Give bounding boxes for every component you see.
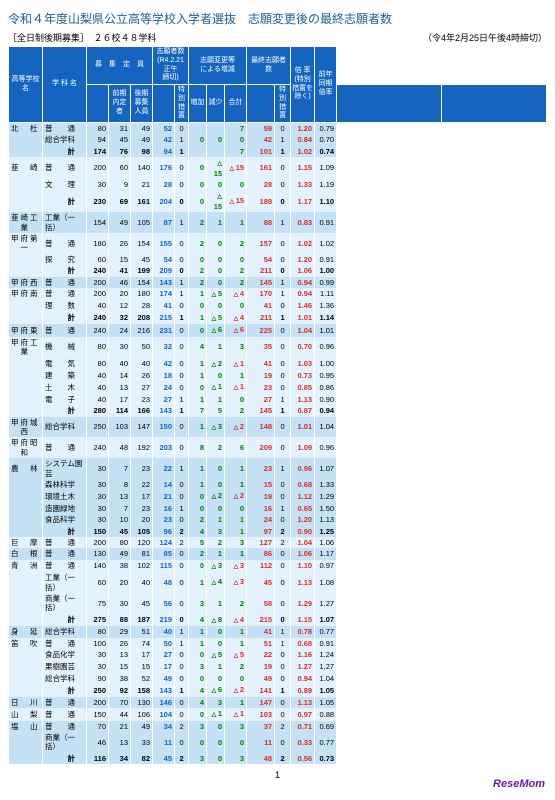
table-row: 身 延総合学科8029514011014110.780.77 [9,626,547,637]
table-row: 日 川普 通20070130146043114701.131.05 [9,697,547,708]
page-number: 1 [8,770,547,780]
table-row: 山 梨普 通15044106104001110300.970.88 [9,708,547,721]
table-row: 文 理309212800002801.331.19 [9,179,547,190]
table-row: 食品化学3013172700552201.161.24 [9,649,547,662]
table-row: 土 木4013272400112300.850.86 [9,381,547,394]
table-row: 甲府昭和普 通24048192203082620901.090.96 [9,437,547,458]
table-row: 計150451059624319720.901.25 [9,526,547,537]
table-row: 総合学科9038524900004900.941.04 [9,673,547,684]
table-row: 電 子4017232711102711.130.90 [9,394,547,405]
table-row: 塩 山普 通7021493423033720.710.69 [9,721,547,732]
table-row: 北 杜普 通80314952075901.200.79 [9,123,547,135]
table-row: 甲府工業機 械8030503204133500.700.96 [9,337,547,358]
table-row: 甲府南普 通20020180174115417010.941.11 [9,288,547,301]
table-row: 甲府東普 通24024216231006622501.041.01 [9,324,547,337]
page-title: 令和４年度山梨県公立高等学校入学者選抜 志願変更後の最終志願者数 [8,10,547,27]
table-row: 白 根普 通13049818502118601.061.17 [9,548,547,559]
table-row: 計24032208215115421111.011.14 [9,312,547,325]
table-row: 計27588187219048421501.151.07 [9,614,547,627]
table-row: 計24041199209020221101.061.00 [9,265,547,276]
table-row: 建 築4014261801011900.730.95 [9,370,547,381]
table-row: 環境土木3013172100221901.121.29 [9,490,547,503]
table-row: 甲府第一普 通18026154155020215701.021.02 [9,233,547,254]
table-row: 巨 摩普 通20080120124252312721.041.06 [9,537,547,548]
table-row: 計11634824523034820.560.73 [9,753,547,764]
table-row: 造園緑地307231610001610.651.50 [9,503,547,514]
table-row: 探 究6015455400005401.200.91 [9,254,547,265]
table-row: 商業（一括）4613331100001100.330.77 [9,732,547,753]
table-row: 商業（一括）7530455603125801.291.27 [9,593,547,614]
subhead-right: （令4年2月25日午後4時締切） [423,31,547,44]
table-row: 計280114166143175214510.870.94 [9,405,547,416]
table-row: 農 林システム園芸307232211012310.961.07 [9,458,547,479]
table-row: 食品科学3010202302112401.201.13 [9,514,547,525]
main-table: 高等学校名学 科 名募 集 定 員志願者数(R4.2.21正午締切)志願変更等に… [8,46,547,764]
table-row: 甲府西普 通20046154143120214510.940.99 [9,277,547,288]
table-row: 総合学科9445494210004210.840.70 [9,134,547,145]
table-row: 果樹園芸3015151703121901.271.27 [9,661,547,672]
table-head: 高等学校名学 科 名募 集 定 員志願者数(R4.2.21正午締切)志願変更等に… [9,47,547,123]
table-row: 工業（一括）6020404801434501.131.08 [9,572,547,593]
table-row: 計25092158143146214110.891.05 [9,684,547,697]
table-row: 計2306916120400151518901.171.10 [9,190,547,212]
table-row: 計1747698941710111.020.74 [9,146,547,157]
table-row: 甲府城西総合学科250103147150013214801.011.04 [9,417,547,438]
table-row: 笛 吹普 通10026745011015110.680.91 [9,638,547,649]
table-row: 森林科学308221401011500.681.33 [9,479,547,490]
subhead-left: ［全日制後期募集］ ２６校４８学科 [8,31,157,44]
table-row: 韮 崎普 通2006014017600151516101.151.09 [9,157,547,179]
table-row: 理 数4012284100004101.461.36 [9,300,547,311]
table-body: 北 杜普 通80314952075901.200.79総合学科944549421… [9,123,547,765]
table-row: 韮崎工業工業（一括）154491058712118810.830.91 [9,212,547,233]
table-row: 青 洲普 通14038102115003311201.100.97 [9,560,547,573]
table-row: 電 気8040404201214101.031.00 [9,358,547,371]
logo: ReseMom [493,778,545,790]
